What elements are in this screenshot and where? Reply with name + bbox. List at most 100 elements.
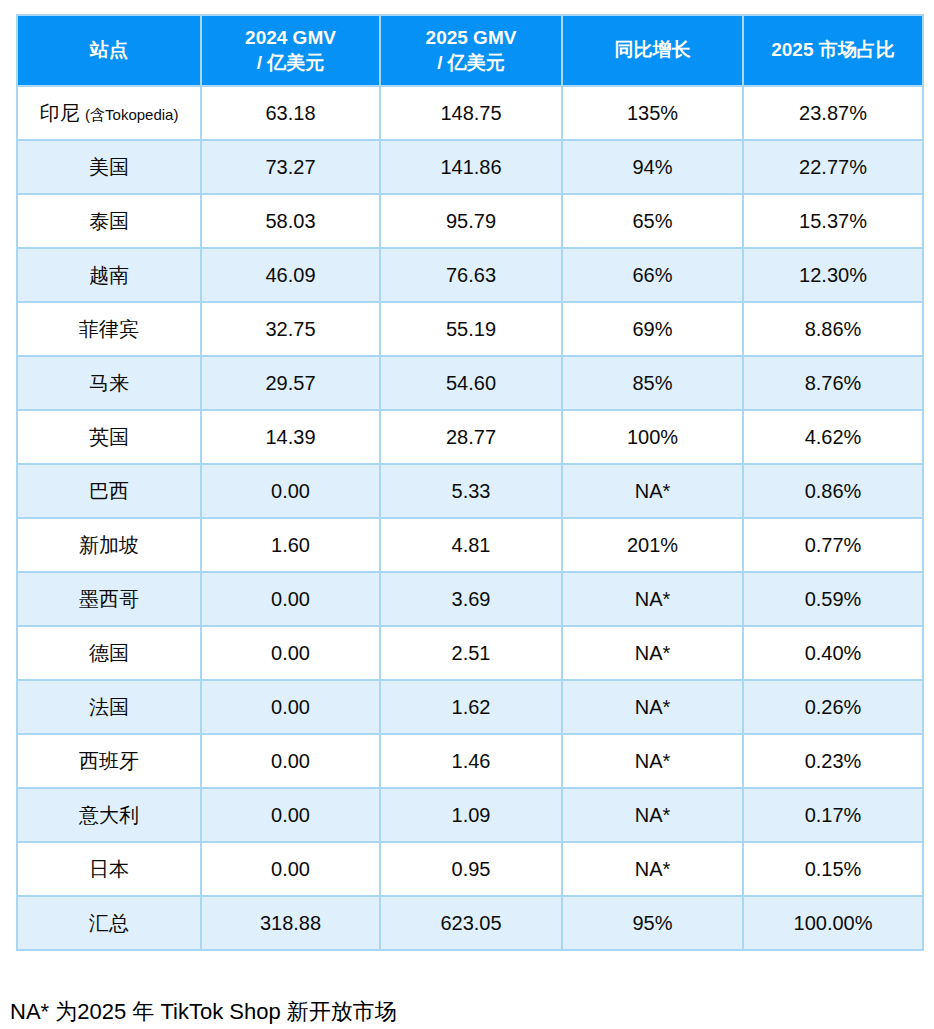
column-header-gmv-2024: 2024 GMV / 亿美元 <box>201 15 380 86</box>
gmv-2025-cell: 1.46 <box>380 734 562 788</box>
tiktok-shop-gmv-table: 站点2024 GMV / 亿美元2025 GMV / 亿美元同比增长2025 市… <box>16 14 924 951</box>
market-share-cell: 15.37% <box>743 194 923 248</box>
gmv-2024-cell: 0.00 <box>201 464 380 518</box>
gmv-2025-cell: 28.77 <box>380 410 562 464</box>
gmv-2025-cell: 141.86 <box>380 140 562 194</box>
table-row: 西班牙 0.001.46NA*0.23% <box>17 734 923 788</box>
table-row: 法国0.001.62NA*0.26% <box>17 680 923 734</box>
yoy-cell: NA* <box>562 842 743 896</box>
column-header-market-share-2025: 2025 市场占比 <box>743 15 923 86</box>
market-share-cell: 12.30% <box>743 248 923 302</box>
gmv-2024-cell: 0.00 <box>201 626 380 680</box>
gmv-2025-cell: 95.79 <box>380 194 562 248</box>
gmv-2024-cell: 14.39 <box>201 410 380 464</box>
market-share-cell: 8.86% <box>743 302 923 356</box>
yoy-cell: 135% <box>562 86 743 140</box>
site-cell: 马来 <box>17 356 201 410</box>
site-name: 新加坡 <box>79 534 139 556</box>
gmv-2025-cell: 623.05 <box>380 896 562 950</box>
site-cell: 泰国 <box>17 194 201 248</box>
gmv-2025-cell: 55.19 <box>380 302 562 356</box>
yoy-cell: NA* <box>562 626 743 680</box>
site-name: 日本 <box>89 858 129 880</box>
table-row: 马来29.5754.6085%8.76% <box>17 356 923 410</box>
table-body: 印尼 (含Tokopedia) 63.18148.75135%23.87% 美国 73… <box>17 86 923 950</box>
market-share-cell: 100.00% <box>743 896 923 950</box>
site-cell: 西班牙 <box>17 734 201 788</box>
gmv-2025-cell: 1.62 <box>380 680 562 734</box>
yoy-cell: 69% <box>562 302 743 356</box>
site-name: 越南 <box>89 264 129 286</box>
site-cell: 意大利 <box>17 788 201 842</box>
site-name: 菲律宾 <box>79 318 139 340</box>
gmv-2024-cell: 58.03 <box>201 194 380 248</box>
market-share-cell: 0.77% <box>743 518 923 572</box>
gmv-2025-cell: 4.81 <box>380 518 562 572</box>
site-name: 印尼 <box>40 102 80 124</box>
site-cell: 巴西 <box>17 464 201 518</box>
table-header-row: 站点2024 GMV / 亿美元2025 GMV / 亿美元同比增长2025 市… <box>17 15 923 86</box>
site-cell: 日本 <box>17 842 201 896</box>
site-name: 泰国 <box>89 210 129 232</box>
column-header-gmv-2025: 2025 GMV / 亿美元 <box>380 15 562 86</box>
yoy-cell: 94% <box>562 140 743 194</box>
site-name: 汇总 <box>89 912 129 934</box>
site-cell: 墨西哥 <box>17 572 201 626</box>
gmv-2024-cell: 1.60 <box>201 518 380 572</box>
table-row: 菲律宾32.7555.1969%8.86% <box>17 302 923 356</box>
site-name: 德国 <box>89 642 129 664</box>
site-name: 美国 <box>89 156 129 178</box>
site-cell: 越南 <box>17 248 201 302</box>
site-name: 意大利 <box>79 804 139 826</box>
site-name: 巴西 <box>89 480 129 502</box>
yoy-cell: 100% <box>562 410 743 464</box>
market-share-cell: 0.17% <box>743 788 923 842</box>
table-header: 站点2024 GMV / 亿美元2025 GMV / 亿美元同比增长2025 市… <box>17 15 923 86</box>
table-row: 日本 0.000.95NA*0.15% <box>17 842 923 896</box>
yoy-cell: NA* <box>562 734 743 788</box>
table-row: 意大利0.001.09NA*0.17% <box>17 788 923 842</box>
table-row: 美国 73.27141.8694%22.77% <box>17 140 923 194</box>
market-share-cell: 0.23% <box>743 734 923 788</box>
gmv-2024-cell: 0.00 <box>201 788 380 842</box>
gmv-2025-cell: 0.95 <box>380 842 562 896</box>
gmv-2024-cell: 63.18 <box>201 86 380 140</box>
yoy-cell: NA* <box>562 680 743 734</box>
site-name: 英国 <box>89 426 129 448</box>
site-cell: 菲律宾 <box>17 302 201 356</box>
yoy-cell: 66% <box>562 248 743 302</box>
market-share-cell: 23.87% <box>743 86 923 140</box>
total-row: 汇总318.88623.0595%100.00% <box>17 896 923 950</box>
market-share-cell: 0.59% <box>743 572 923 626</box>
gmv-2024-cell: 0.00 <box>201 734 380 788</box>
market-share-cell: 0.86% <box>743 464 923 518</box>
gmv-2025-cell: 54.60 <box>380 356 562 410</box>
site-cell: 法国 <box>17 680 201 734</box>
yoy-cell: NA* <box>562 572 743 626</box>
gmv-2025-cell: 148.75 <box>380 86 562 140</box>
table-row: 德国0.002.51NA*0.40% <box>17 626 923 680</box>
site-name: 西班牙 <box>79 750 139 772</box>
gmv-2025-cell: 1.09 <box>380 788 562 842</box>
column-header-site: 站点 <box>17 15 201 86</box>
table-row: 巴西0.005.33NA*0.86% <box>17 464 923 518</box>
gmv-2025-cell: 76.63 <box>380 248 562 302</box>
yoy-cell: 85% <box>562 356 743 410</box>
gmv-2024-cell: 46.09 <box>201 248 380 302</box>
column-header-yoy-growth: 同比增长 <box>562 15 743 86</box>
gmv-2025-cell: 2.51 <box>380 626 562 680</box>
gmv-2024-cell: 0.00 <box>201 842 380 896</box>
site-name: 墨西哥 <box>79 588 139 610</box>
footnote: NA* 为2025 年 TikTok Shop 新开放市场 <box>10 997 397 1027</box>
site-name: 马来 <box>89 372 129 394</box>
gmv-2024-cell: 73.27 <box>201 140 380 194</box>
table-row: 泰国 58.0395.7965%15.37% <box>17 194 923 248</box>
yoy-cell: 65% <box>562 194 743 248</box>
market-share-cell: 22.77% <box>743 140 923 194</box>
market-share-cell: 0.15% <box>743 842 923 896</box>
table-row: 英国14.3928.77100%4.62% <box>17 410 923 464</box>
site-suffix: (含Tokopedia) <box>85 106 178 123</box>
table-row: 墨西哥0.003.69NA*0.59% <box>17 572 923 626</box>
site-cell: 汇总 <box>17 896 201 950</box>
market-share-cell: 8.76% <box>743 356 923 410</box>
